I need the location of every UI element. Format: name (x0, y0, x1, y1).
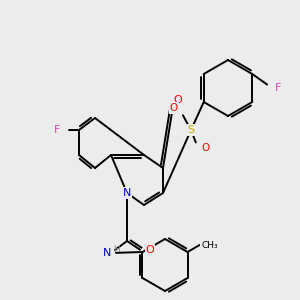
Text: O: O (201, 143, 209, 153)
Text: F: F (275, 83, 281, 93)
Text: O: O (146, 245, 154, 255)
Text: O: O (174, 95, 182, 105)
Text: F: F (54, 125, 60, 135)
Text: O: O (170, 103, 178, 113)
Text: H: H (112, 245, 119, 254)
Text: N: N (103, 248, 111, 258)
Text: N: N (123, 188, 131, 198)
Text: CH₃: CH₃ (201, 241, 218, 250)
Text: S: S (188, 125, 195, 135)
